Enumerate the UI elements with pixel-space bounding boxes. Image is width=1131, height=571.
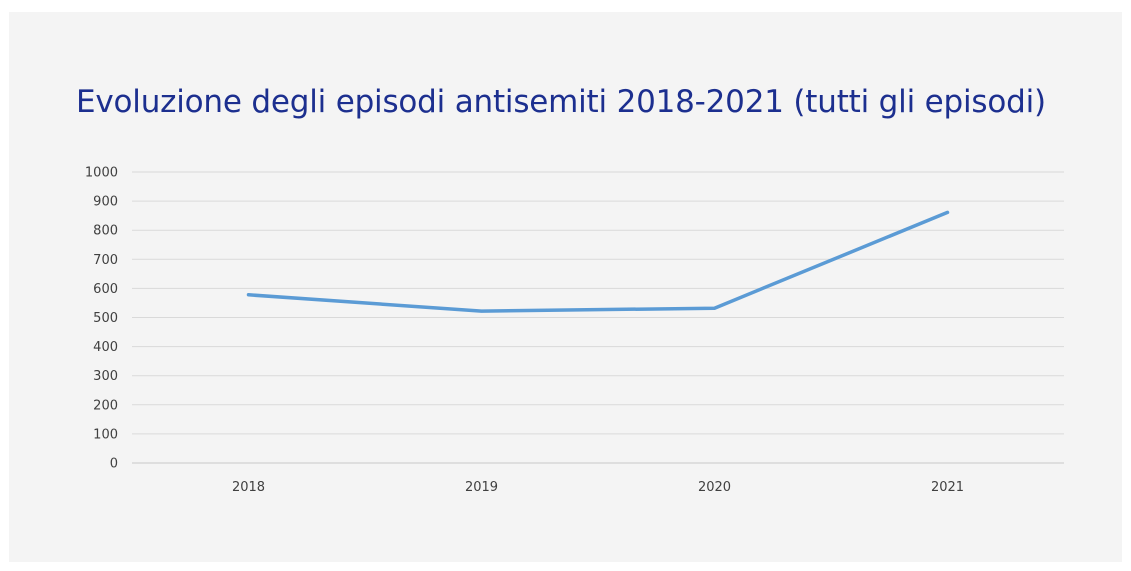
y-tick-label: 300 <box>93 369 118 384</box>
y-tick-label: 500 <box>93 311 118 326</box>
x-tick-label: 2019 <box>465 480 498 495</box>
y-tick-label: 1000 <box>85 166 118 181</box>
series-line <box>246 210 950 313</box>
series-layer <box>246 210 950 313</box>
x-tick-label: 2018 <box>232 480 265 495</box>
y-tick-label: 900 <box>93 195 118 210</box>
y-tick-label: 800 <box>93 224 118 239</box>
y-tick-label: 200 <box>93 398 118 413</box>
y-tick-label: 400 <box>93 340 118 355</box>
chart-panel <box>9 12 1122 562</box>
y-axis: 0 100 200 300 400 500 600 700 800 900 1000 <box>85 166 118 472</box>
x-tick-label: 2021 <box>931 480 964 495</box>
chart-title: Evoluzione degli episodi antisemiti 2018… <box>76 84 1046 120</box>
y-tick-label: 600 <box>93 282 118 297</box>
y-tick-label: 0 <box>110 457 118 472</box>
x-tick-label: 2020 <box>698 480 731 495</box>
y-tick-label: 700 <box>93 253 118 268</box>
gridlines <box>132 171 1064 464</box>
y-tick-label: 100 <box>93 427 118 442</box>
x-axis: 2018 2019 2020 2021 <box>232 480 964 495</box>
